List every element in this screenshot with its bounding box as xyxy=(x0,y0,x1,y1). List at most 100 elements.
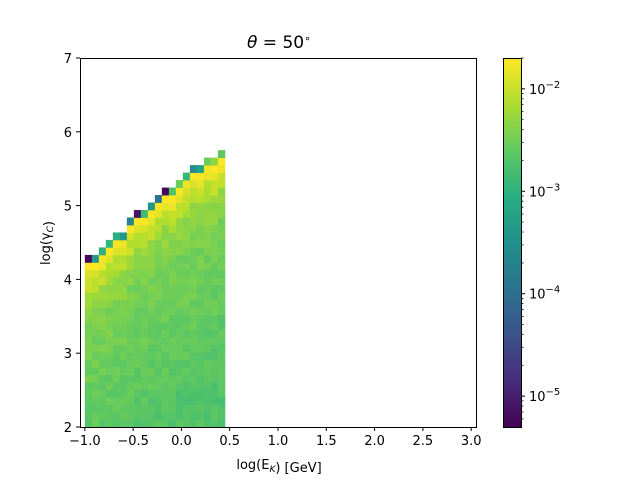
heatmap-cell xyxy=(105,397,114,405)
heatmap-cell xyxy=(189,292,198,301)
heatmap-cell xyxy=(119,262,128,271)
heatmap-cell xyxy=(105,314,114,323)
heatmap-cell xyxy=(217,180,226,188)
heatmap-cell xyxy=(140,374,149,383)
heatmap-cell xyxy=(161,352,170,361)
heatmap-cell xyxy=(182,352,191,361)
heatmap-cell xyxy=(91,269,100,278)
heatmap-cell xyxy=(147,254,156,263)
heatmap-cell xyxy=(126,352,135,361)
heatmap-cell xyxy=(161,284,170,293)
y-tick-label: 5 xyxy=(64,200,72,215)
heatmap-cell xyxy=(140,359,149,368)
heatmap-cell xyxy=(161,419,170,428)
heatmap-cell xyxy=(112,382,121,390)
heatmap-cell xyxy=(98,337,107,346)
heatmap-cell xyxy=(154,239,163,248)
heatmap-cell xyxy=(161,187,170,196)
heatmap-cell xyxy=(154,307,163,316)
heatmap-cell xyxy=(112,254,121,263)
heatmap-cell xyxy=(112,322,121,331)
heatmap-cell xyxy=(210,254,219,263)
heatmap-cell xyxy=(210,382,219,390)
heatmap-cell xyxy=(140,269,149,278)
heatmap-cell xyxy=(210,172,219,181)
heatmap-cell xyxy=(196,172,205,181)
heatmap-cell xyxy=(91,397,100,405)
heatmap-cell xyxy=(140,210,149,218)
heatmap-cell xyxy=(140,284,149,293)
heatmap-cell xyxy=(161,232,170,241)
heatmap-cell xyxy=(196,180,205,188)
heatmap-cell xyxy=(196,269,205,278)
heatmap-cell xyxy=(112,374,121,383)
heatmap-cell xyxy=(140,239,149,248)
heatmap-cell xyxy=(140,367,149,376)
heatmap-cell xyxy=(98,397,107,405)
heatmap-cell xyxy=(217,210,226,218)
heatmap-cell xyxy=(196,299,205,308)
x-axis-label: log(EK) [GeV] xyxy=(236,458,321,476)
heatmap-cell xyxy=(161,247,170,256)
heatmap-cell xyxy=(210,299,219,308)
heatmap-cell xyxy=(196,329,205,338)
heatmap-cell xyxy=(147,232,156,241)
heatmap-cell xyxy=(217,412,226,420)
heatmap-cell xyxy=(196,352,205,361)
heatmap-cell xyxy=(98,299,107,308)
heatmap-cell xyxy=(126,344,135,353)
heatmap-cell xyxy=(84,352,93,361)
heatmap-cell xyxy=(196,202,205,211)
heatmap-cell xyxy=(175,374,184,383)
heatmap-cell xyxy=(182,404,191,413)
colorbar-ticks: 10−5 10−4 10−3 10−2 xyxy=(521,57,560,420)
heatmap-cell xyxy=(112,359,121,368)
heatmap-cell xyxy=(210,307,219,316)
heatmap-cell xyxy=(154,269,163,278)
heatmap-cell xyxy=(91,299,100,308)
heatmap-cell xyxy=(182,314,191,323)
heatmap-cell xyxy=(217,150,226,159)
heatmap-cell xyxy=(217,217,226,226)
heatmap-cell xyxy=(105,269,114,278)
heatmap-cell xyxy=(182,299,191,308)
heatmap-cell xyxy=(147,292,156,301)
heatmap-cell xyxy=(175,419,184,428)
heatmap-cell xyxy=(119,374,128,383)
heatmap-cell xyxy=(175,217,184,226)
heatmap-cell xyxy=(161,262,170,271)
heatmap-cell xyxy=(196,217,205,226)
heatmap-cell xyxy=(154,210,163,218)
x-tick-label: 3.0 xyxy=(461,434,482,449)
x-tick-label: 2.0 xyxy=(364,434,385,449)
heatmap-cell xyxy=(203,314,212,323)
heatmap-cell xyxy=(196,262,205,271)
heatmap-cell xyxy=(154,322,163,331)
heatmap-cell xyxy=(91,344,100,353)
heatmap-cell xyxy=(91,352,100,361)
heatmap-cell xyxy=(210,165,219,173)
heatmap-cell xyxy=(105,239,114,248)
heatmap-cell xyxy=(91,314,100,323)
heatmap-cell xyxy=(154,284,163,293)
heatmap-cell xyxy=(210,157,219,166)
heatmap-cell xyxy=(182,344,191,353)
heatmap-cell xyxy=(105,307,114,316)
heatmap-cell xyxy=(133,352,142,361)
heatmap-cell xyxy=(98,382,107,390)
heatmap-cell xyxy=(217,232,226,241)
heatmap-cell xyxy=(133,412,142,420)
heatmap-cell xyxy=(105,284,114,293)
heatmap-cell xyxy=(154,292,163,301)
heatmap-cell xyxy=(91,367,100,376)
heatmap-cell xyxy=(217,299,226,308)
heatmap-cell xyxy=(175,329,184,338)
heatmap-cell xyxy=(126,404,135,413)
heatmap-cell xyxy=(147,337,156,346)
heatmap-cell xyxy=(133,374,142,383)
heatmap-cell xyxy=(140,277,149,286)
heatmap-cell xyxy=(147,359,156,368)
heatmap-cell xyxy=(84,299,93,308)
heatmap-cell xyxy=(133,224,142,233)
